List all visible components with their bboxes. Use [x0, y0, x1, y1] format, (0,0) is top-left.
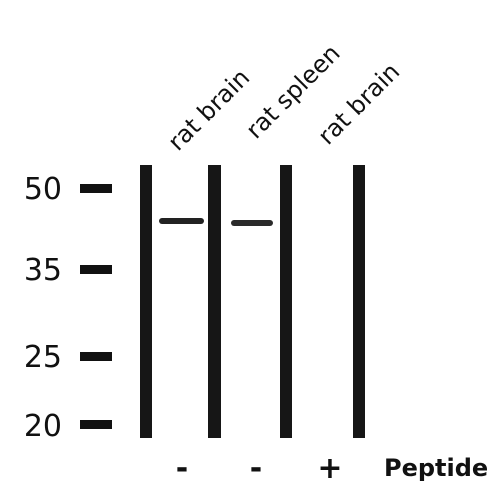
lane-label: rat brain — [162, 63, 255, 156]
marker-dash — [80, 420, 112, 429]
peptide-label: Peptide — [384, 454, 488, 482]
blot-figure: rat brain-rat spleen-rat brain+Peptide50… — [0, 0, 504, 490]
marker-label: 20 — [24, 409, 62, 444]
labels: rat brain-rat spleen-rat brain+Peptide50… — [24, 39, 488, 486]
marker-dash — [80, 184, 112, 193]
band — [231, 220, 273, 226]
lane-border — [353, 165, 365, 438]
marker-label: 35 — [24, 253, 62, 288]
marker-label: 50 — [24, 172, 62, 207]
lane-border — [280, 165, 292, 438]
page: {"lanes": [ {"label": "rat brain", "pept… — [0, 0, 504, 490]
marker-dash — [80, 352, 112, 361]
marker-label: 25 — [24, 340, 62, 375]
peptide-sign: + — [317, 451, 342, 486]
lane-border — [208, 165, 221, 438]
marker-dash — [80, 265, 112, 274]
peptide-sign: - — [176, 451, 188, 486]
lane-border — [140, 165, 152, 438]
peptide-sign: - — [250, 451, 262, 486]
band — [159, 218, 204, 224]
